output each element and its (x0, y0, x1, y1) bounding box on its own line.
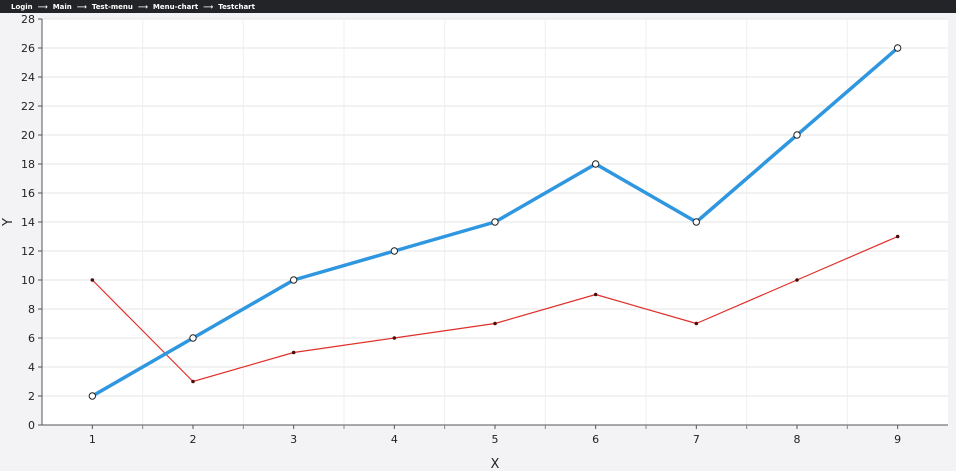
data-point[interactable] (189, 334, 197, 342)
y-tick-label: 18 (21, 158, 35, 171)
breadcrumb-menu-chart[interactable]: Menu-chart (152, 2, 199, 11)
data-point[interactable] (88, 392, 97, 400)
y-tick-label: 4 (28, 361, 35, 374)
x-tick-label: 4 (391, 433, 398, 446)
data-point[interactable] (593, 292, 598, 297)
breadcrumb-separator: ⟶ (203, 2, 214, 11)
y-tick-label: 6 (28, 332, 35, 345)
data-point[interactable] (191, 379, 195, 384)
series-2 (90, 234, 900, 384)
data-point[interactable] (289, 276, 298, 284)
x-tick-label: 2 (190, 433, 197, 446)
x-tick-label: 5 (492, 433, 499, 446)
y-tick-label: 20 (21, 129, 35, 142)
breadcrumb-login[interactable]: Login (11, 2, 33, 11)
y-tick-label: 0 (28, 419, 35, 432)
data-point[interactable] (493, 321, 497, 326)
breadcrumb-separator: ⟶ (137, 2, 148, 11)
y-tick-label: 26 (21, 42, 35, 55)
x-tick-label: 8 (794, 433, 801, 446)
y-tick-label: 24 (21, 71, 35, 84)
data-point[interactable] (795, 278, 799, 282)
y-tick-label: 12 (21, 245, 35, 258)
x-tick-label: 7 (693, 433, 700, 446)
data-point[interactable] (793, 131, 801, 139)
y-axis-title: Y (1, 218, 16, 227)
x-tick-label: 9 (894, 433, 901, 446)
breadcrumb-testchart[interactable]: Testchart (218, 2, 255, 11)
x-tick-label: 3 (290, 433, 297, 446)
y-tick-label: 14 (21, 216, 35, 229)
data-point[interactable] (392, 336, 397, 340)
x-tick-label: 1 (89, 433, 96, 446)
y-tick-label: 28 (21, 13, 35, 26)
breadcrumb-main[interactable]: Main (52, 2, 72, 11)
breadcrumb-separator: ⟶ (37, 2, 48, 11)
breadcrumb-separator: ⟶ (76, 2, 87, 11)
breadcrumb-test-menu[interactable]: Test-menu (91, 2, 133, 11)
y-tick-label: 10 (21, 274, 35, 287)
y-tick-label: 2 (28, 390, 35, 403)
data-point[interactable] (895, 234, 900, 239)
data-point[interactable] (90, 278, 95, 282)
data-point[interactable] (692, 218, 701, 226)
x-tick-label: 6 (592, 433, 599, 446)
y-tick-label: 16 (21, 187, 35, 200)
series-1 (88, 44, 902, 400)
data-point[interactable] (591, 160, 600, 168)
y-tick-label: 8 (28, 303, 35, 316)
y-tick-label: 22 (21, 100, 35, 113)
x-axis-title: X (491, 457, 500, 471)
data-point[interactable] (694, 321, 699, 326)
breadcrumb: Login ⟶ Main ⟶ Test-menu ⟶ Menu-chart ⟶ … (0, 0, 956, 13)
data-point[interactable] (291, 350, 296, 355)
data-point[interactable] (491, 218, 499, 226)
data-point[interactable] (893, 44, 902, 52)
data-point[interactable] (390, 247, 399, 255)
